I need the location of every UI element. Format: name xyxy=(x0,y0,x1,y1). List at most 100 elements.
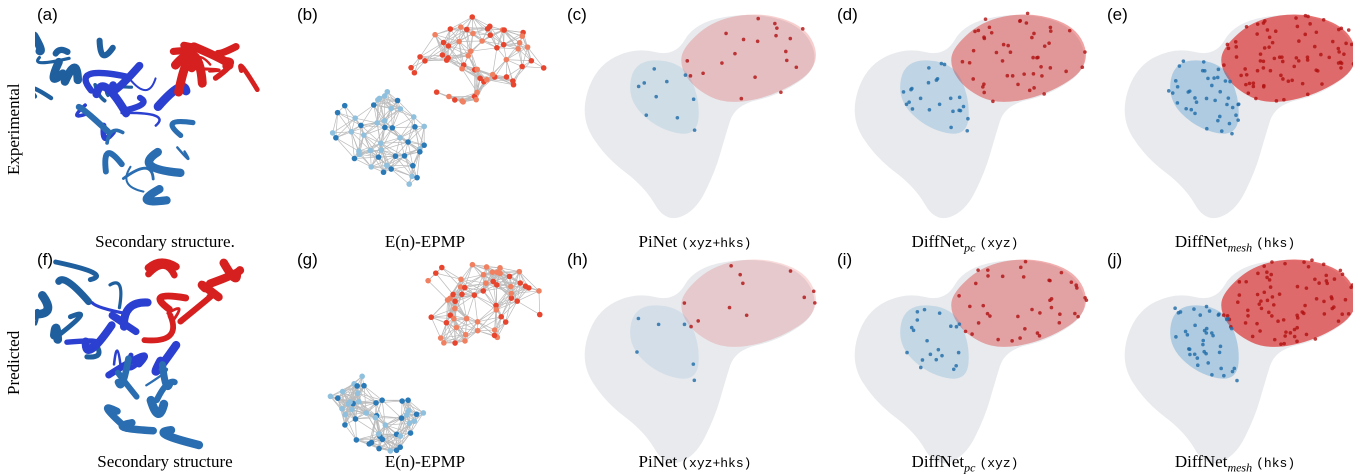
point xyxy=(1018,19,1022,23)
caption-name: DiffNet xyxy=(912,232,965,251)
point xyxy=(1011,74,1015,78)
node xyxy=(333,135,339,141)
node xyxy=(470,262,476,268)
caption-name: DiffNet xyxy=(912,452,965,471)
node xyxy=(494,282,500,288)
point xyxy=(1196,363,1200,367)
edge xyxy=(354,158,371,166)
node xyxy=(464,316,470,322)
point xyxy=(1344,42,1348,46)
point xyxy=(1186,333,1190,337)
point xyxy=(1322,300,1326,304)
point xyxy=(1205,327,1209,331)
point xyxy=(928,108,932,112)
node xyxy=(422,58,428,64)
node xyxy=(452,298,458,304)
ribbon xyxy=(147,189,167,201)
node xyxy=(399,398,405,404)
point xyxy=(1295,340,1299,344)
point xyxy=(1347,312,1351,316)
point xyxy=(1179,310,1183,314)
point xyxy=(905,351,909,355)
point xyxy=(1050,297,1054,301)
point xyxy=(1266,28,1270,32)
point xyxy=(1265,270,1269,274)
node xyxy=(484,77,490,83)
node xyxy=(517,40,523,46)
point xyxy=(774,34,778,38)
ribbon xyxy=(65,68,78,82)
node xyxy=(516,269,522,275)
point xyxy=(1315,297,1319,301)
panel-tag: (b) xyxy=(297,5,318,25)
point xyxy=(1073,312,1077,316)
point xyxy=(676,116,680,120)
point xyxy=(1267,45,1271,49)
caption-note: (hks) xyxy=(1256,456,1295,471)
node xyxy=(523,283,529,289)
node xyxy=(448,26,454,32)
panel-image xyxy=(35,252,295,474)
point xyxy=(1222,63,1226,67)
point xyxy=(1244,83,1248,87)
point xyxy=(1303,33,1307,37)
node xyxy=(408,430,414,436)
point xyxy=(1307,265,1311,269)
point xyxy=(1193,352,1197,356)
edge xyxy=(467,295,475,318)
node xyxy=(425,278,431,284)
node xyxy=(390,125,396,131)
point xyxy=(935,78,939,82)
point xyxy=(1031,56,1035,60)
point xyxy=(1219,345,1223,349)
point xyxy=(1231,370,1235,374)
point xyxy=(1184,107,1188,111)
node xyxy=(380,437,386,443)
edge xyxy=(472,17,490,26)
point xyxy=(1035,56,1039,60)
ribbon xyxy=(59,280,89,302)
point xyxy=(1303,304,1307,308)
node xyxy=(335,395,341,401)
node xyxy=(417,149,423,155)
node xyxy=(395,98,401,104)
point xyxy=(1058,321,1062,325)
node xyxy=(459,291,465,297)
point xyxy=(1188,353,1192,357)
node xyxy=(340,389,346,395)
caption-name: PiNet xyxy=(639,232,678,251)
point xyxy=(1006,74,1010,78)
node xyxy=(339,406,345,412)
point xyxy=(981,304,985,308)
point xyxy=(685,59,689,63)
point xyxy=(1010,339,1014,343)
point xyxy=(785,59,789,63)
ribbon xyxy=(162,365,169,387)
node xyxy=(468,48,474,54)
point xyxy=(773,22,777,26)
point xyxy=(1336,47,1340,51)
point xyxy=(692,362,696,366)
point xyxy=(1222,374,1226,378)
point xyxy=(801,27,805,31)
panel-image xyxy=(295,7,555,229)
point xyxy=(1297,59,1301,63)
point xyxy=(1337,319,1341,323)
node xyxy=(382,125,388,131)
point xyxy=(984,17,988,21)
panel-tag: (c) xyxy=(567,5,587,25)
node xyxy=(371,102,377,108)
node xyxy=(458,277,464,283)
point xyxy=(1189,108,1193,112)
point xyxy=(1193,324,1197,328)
edge xyxy=(355,419,378,434)
node xyxy=(451,316,457,322)
point xyxy=(1247,91,1251,95)
point xyxy=(1246,314,1250,318)
point xyxy=(952,368,956,372)
ribbon xyxy=(164,430,199,445)
point xyxy=(957,294,961,298)
point xyxy=(665,80,669,84)
node xyxy=(376,154,382,160)
point xyxy=(1297,39,1301,43)
